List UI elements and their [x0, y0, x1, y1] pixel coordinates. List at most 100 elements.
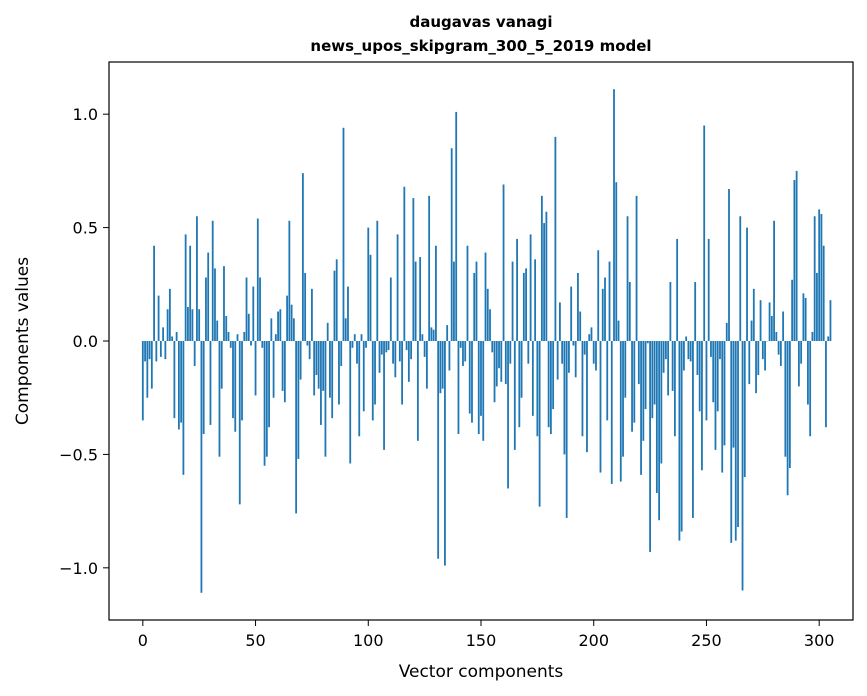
bar-50: [254, 341, 257, 396]
bar-229: [658, 341, 661, 521]
bar-32: [214, 268, 216, 341]
bar-227: [653, 341, 656, 405]
bar-134: [444, 341, 446, 566]
bar-23: [193, 341, 196, 366]
bar-228: [655, 341, 658, 493]
bar-5: [153, 245, 155, 341]
plot-frame: [108, 61, 854, 621]
bar-216: [628, 282, 631, 341]
bar-167: [518, 341, 521, 428]
bar-21: [189, 245, 192, 341]
bar-142: [462, 341, 464, 366]
x-tick-label-3: 150: [466, 631, 497, 650]
bar-65: [288, 220, 291, 341]
bar-103: [374, 341, 376, 405]
bar-57: [270, 318, 273, 341]
bar-39: [229, 341, 232, 348]
x-tick-label-0: 0: [138, 631, 148, 650]
x-axis-ticks: 0 50 100 150 200 250 300: [138, 620, 834, 650]
bar-122: [416, 341, 419, 441]
y-tick-label-0: −1.0: [59, 559, 98, 578]
x-tick-label-4: 200: [578, 631, 609, 650]
bar-205: [604, 277, 606, 341]
bar-154: [489, 309, 491, 341]
bar-305: [829, 300, 832, 341]
bar-37: [225, 316, 228, 341]
bar-99: [365, 341, 367, 348]
bar-7: [157, 295, 160, 341]
bar-165: [513, 341, 516, 450]
bar-290: [795, 170, 798, 341]
bar-214: [624, 341, 627, 398]
bar-249: [703, 125, 706, 341]
bar-22: [191, 309, 194, 341]
bar-180: [547, 341, 550, 428]
bar-303: [825, 341, 827, 428]
bar-275: [761, 341, 764, 360]
bar-152: [484, 252, 487, 341]
bar-166: [516, 238, 518, 341]
bar-77: [315, 341, 318, 376]
bar-62: [281, 341, 284, 391]
bar-16: [177, 341, 180, 430]
bar-265: [739, 216, 742, 341]
bar-89: [342, 127, 345, 341]
bar-219: [635, 195, 638, 341]
bar-35: [220, 341, 223, 389]
bar-28: [205, 277, 207, 341]
bar-241: [685, 336, 688, 341]
bar-225: [649, 341, 651, 552]
bar-285: [784, 341, 787, 457]
bar-68: [295, 341, 298, 514]
bar-252: [710, 341, 712, 357]
bar-173: [531, 341, 534, 416]
bar-31: [211, 220, 214, 341]
bar-201: [595, 341, 597, 371]
bar-110: [389, 277, 392, 341]
bar-73: [306, 341, 309, 346]
bar-237: [676, 238, 679, 341]
bar-48: [250, 341, 252, 346]
y-tick-label-3: 0.5: [73, 219, 98, 238]
bar-135: [446, 325, 449, 341]
bar-123: [419, 257, 422, 341]
bar-176: [538, 341, 541, 507]
bar-44: [241, 341, 243, 421]
bar-24: [196, 216, 198, 341]
bar-55: [265, 341, 268, 457]
bar-209: [613, 89, 615, 341]
bar-87: [338, 341, 340, 405]
bar-184: [556, 341, 559, 380]
bar-137: [450, 148, 453, 341]
y-axis-label: Components values: [13, 257, 33, 425]
bar-101: [369, 254, 372, 341]
bar-149: [477, 341, 480, 434]
bar-202: [597, 250, 600, 341]
bar-83: [329, 341, 331, 398]
bar-199: [590, 327, 593, 341]
bar-158: [498, 341, 500, 369]
bar-98: [362, 341, 365, 412]
bar-63: [283, 341, 286, 403]
bar-179: [545, 211, 548, 341]
bar-198: [588, 334, 591, 341]
bar-174: [534, 259, 537, 341]
bar-80: [322, 341, 325, 391]
bar-6: [155, 341, 158, 362]
bar-254: [714, 341, 717, 450]
bar-264: [737, 341, 739, 527]
bar-138: [453, 261, 455, 341]
bar-79: [320, 341, 322, 425]
bar-181: [549, 341, 552, 434]
bar-256: [719, 341, 721, 360]
bar-177: [540, 195, 543, 341]
bar-236: [673, 341, 676, 437]
bar-257: [721, 341, 724, 473]
bar-27: [202, 341, 205, 434]
bar-151: [482, 341, 485, 441]
bar-182: [552, 341, 555, 410]
bar-85: [333, 270, 336, 341]
bar-126: [425, 341, 428, 389]
bar-292: [800, 341, 803, 364]
